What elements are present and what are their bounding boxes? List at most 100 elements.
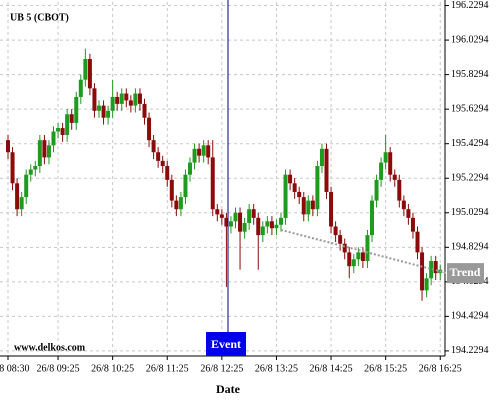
candle-body [147, 117, 152, 141]
candle-body [374, 179, 379, 201]
candle-body [37, 140, 42, 167]
candle-body [242, 223, 247, 232]
candle-body [347, 252, 352, 267]
candle-body [288, 174, 293, 184]
watermark: www.delkos.com [14, 342, 86, 353]
candle-body [319, 148, 324, 167]
candle-body [42, 140, 47, 158]
candle-body [292, 183, 297, 192]
candle-body [165, 166, 170, 180]
candle-body [197, 148, 202, 156]
candle-body [60, 128, 65, 135]
candle-body [310, 200, 315, 210]
candle-body [360, 252, 365, 262]
candle-body [251, 209, 256, 218]
candle-body [201, 145, 206, 156]
event-label: Event [211, 337, 241, 351]
trend-line [280, 228, 448, 275]
candle-body [78, 79, 83, 97]
candle-body [228, 221, 233, 227]
candle-body [415, 231, 420, 253]
candle-body [365, 235, 370, 262]
candle-body [274, 224, 279, 229]
candle-body [424, 278, 429, 291]
candle-body [388, 152, 393, 175]
candle-body [137, 93, 142, 104]
candle-body [301, 197, 306, 215]
candle-body [6, 140, 10, 153]
x-tick-label: 26/8 15:25 [364, 363, 407, 374]
candle-body [124, 93, 129, 101]
candle-body [210, 157, 215, 210]
candle-body [260, 226, 265, 236]
candle-body [351, 259, 356, 267]
trend-label-box [447, 263, 484, 284]
candle-body [46, 145, 51, 158]
candle-body [429, 261, 434, 279]
candle-body [142, 103, 147, 118]
candle-body [56, 128, 61, 132]
candle-body [51, 131, 56, 146]
candle-body [233, 212, 238, 222]
candle-body [406, 209, 411, 218]
candle-body [69, 114, 74, 123]
candle-body [87, 58, 92, 89]
y-tick-label: 196.0294 [451, 34, 489, 45]
x-tick-label: 26/8 13:25 [255, 363, 298, 374]
candle-body [174, 200, 179, 210]
candle-body [342, 243, 347, 253]
candle-body [156, 152, 161, 161]
candle-body [333, 226, 338, 236]
candle-body [151, 140, 156, 153]
candle-body [392, 174, 397, 180]
candle-body [74, 96, 79, 123]
candle-body [160, 160, 165, 167]
y-tick-label: 194.8294 [451, 242, 489, 253]
candle-body [215, 209, 220, 215]
trend-label: Trend [450, 265, 481, 279]
candle-body [433, 261, 438, 274]
candle-body [247, 209, 252, 224]
candle-body [410, 217, 415, 232]
y-tick-label: 196.2294 [451, 0, 489, 11]
candle-body [19, 197, 24, 210]
candle-body [420, 252, 425, 291]
candle-body [33, 166, 38, 170]
candle-body [92, 88, 97, 111]
candle-body [115, 96, 120, 104]
candle-body [206, 145, 211, 158]
y-tick-label: 194.4294 [451, 311, 489, 322]
candle-body [128, 100, 133, 106]
candle-body [329, 191, 334, 227]
candle-body [379, 162, 384, 180]
candle-body [28, 169, 33, 175]
x-tick-label: 26/8 12:25 [200, 363, 243, 374]
candle-body [238, 212, 243, 232]
candle-body [65, 114, 70, 135]
candle-body [119, 93, 124, 104]
candle-body [10, 152, 15, 184]
candle-body [269, 221, 274, 229]
event-label-box [206, 332, 246, 356]
candle-body [106, 110, 111, 118]
candle-body [183, 174, 188, 198]
candle-body [338, 235, 343, 244]
candle-body [256, 217, 261, 236]
candle-body [356, 252, 361, 260]
candle-body [279, 217, 283, 225]
chart-title: UB 5 (CBOT) [10, 12, 69, 23]
x-tick-label: 26/8 14:25 [310, 363, 353, 374]
y-tick-label: 195.6294 [451, 103, 489, 114]
candle-body [219, 214, 224, 218]
candle-body [101, 105, 106, 118]
x-tick-label: 26/8 10:25 [91, 363, 134, 374]
y-tick-label: 195.8294 [451, 69, 489, 80]
grid [0, 2, 445, 356]
x-tick-label: 26/8 11:25 [146, 363, 189, 374]
candle-body [97, 105, 101, 111]
x-tick-label: 26/8 09:25 [37, 363, 80, 374]
x-tick-label: 26/8 16:25 [419, 363, 462, 374]
candle-body [383, 152, 388, 163]
candle-body [192, 148, 197, 163]
candle-body [224, 217, 229, 227]
